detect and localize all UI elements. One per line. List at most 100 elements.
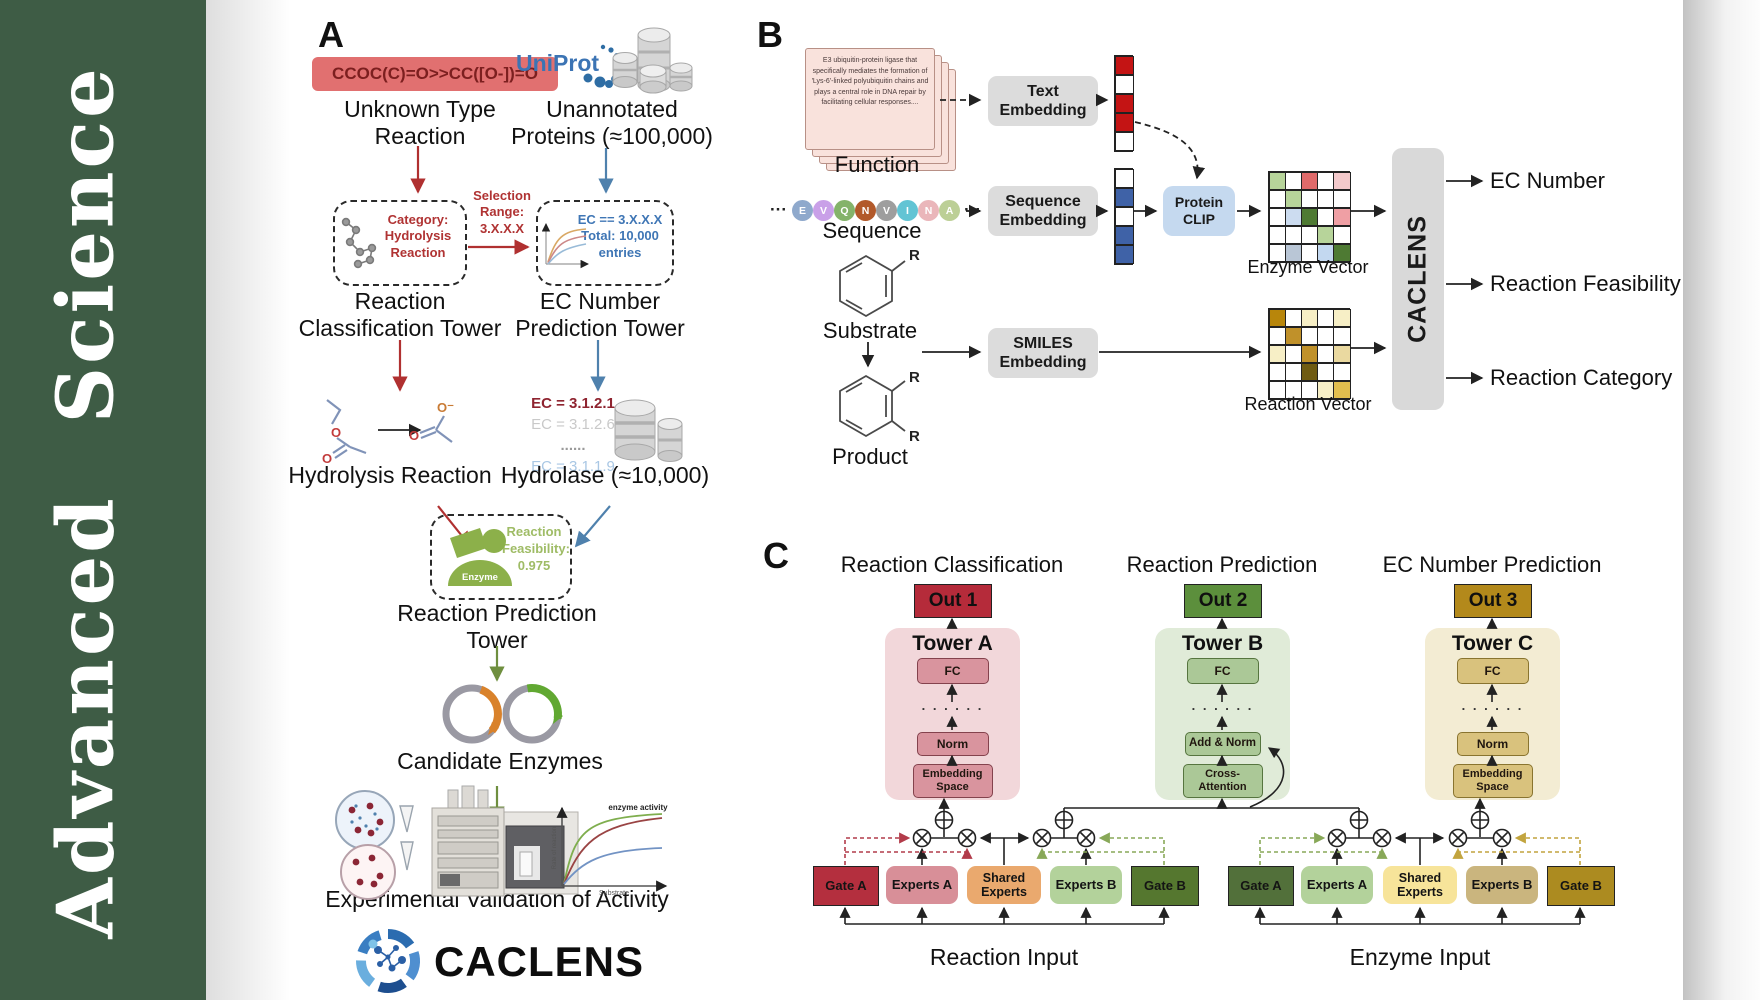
residue-circle: Q bbox=[834, 200, 855, 221]
grid-cell bbox=[1333, 208, 1351, 226]
moe-right-gate-b: Gate B bbox=[1547, 866, 1615, 906]
sequence-label: Sequence bbox=[822, 218, 922, 243]
tower-c-embedding-space: Embedding Space bbox=[1452, 764, 1533, 798]
grid-cell bbox=[1115, 169, 1134, 188]
hydrolysis-reaction-label: Hydrolysis Reaction bbox=[288, 462, 492, 488]
smiles-text: CCOC(C)=O>>CC([O-])=O bbox=[332, 64, 538, 83]
grid-cell bbox=[1333, 190, 1351, 208]
product-label: Product bbox=[832, 444, 908, 469]
residue-circle: N bbox=[918, 200, 939, 221]
reaction-classification-tower-label: Reaction Classification Tower bbox=[298, 288, 502, 342]
times-nodes bbox=[912, 828, 1512, 848]
reaction-input-label: Reaction Input bbox=[929, 944, 1079, 970]
tower-b-cross-attention: Cross- Attention bbox=[1182, 764, 1263, 798]
grid-cell bbox=[1115, 94, 1134, 113]
residue-circle: E bbox=[792, 200, 813, 221]
grid-cell bbox=[1333, 244, 1351, 262]
panel-b-arrows bbox=[861, 93, 1484, 385]
out2-box: Out 2 bbox=[1184, 584, 1262, 618]
reaction-vector-label: Reaction Vector bbox=[1244, 394, 1372, 414]
grid-cell bbox=[1333, 172, 1351, 190]
moe-right-experts-b: Experts B bbox=[1466, 866, 1538, 904]
hydrolase-label: Hydrolase (≈10,000) bbox=[500, 462, 710, 488]
tower-c: Tower C FC . . . . . . Norm Embedding Sp… bbox=[1425, 628, 1560, 800]
enzyme-vector-label: Enzyme Vector bbox=[1247, 257, 1369, 277]
list-item: EC = 3.1.1.9 bbox=[531, 458, 615, 475]
category-text: Category: Hydrolysis Reaction bbox=[384, 212, 452, 260]
moe-operator-nodes bbox=[912, 810, 1512, 848]
candidate-enzymes-label: Candidate Enzymes bbox=[397, 748, 603, 774]
smiles-embedding-box: SMILES Embedding bbox=[988, 328, 1098, 378]
sequence-ellipsis-left: ··· bbox=[770, 200, 787, 219]
tower-a-dots: . . . . . . bbox=[921, 698, 984, 713]
moe-right-gate-a: Gate A bbox=[1228, 866, 1294, 906]
candidate-plasmids-icon bbox=[442, 684, 563, 744]
tower-a: Tower A FC . . . . . . Norm Embedding Sp… bbox=[885, 628, 1020, 800]
tower-a-fc: FC bbox=[916, 658, 989, 684]
out1-box: Out 1 bbox=[914, 584, 992, 618]
o-atom-1: O bbox=[331, 425, 341, 440]
sequence-ellipsis-right: ··· bbox=[964, 200, 981, 219]
caclens-wordmark: CACLENS bbox=[434, 938, 645, 985]
journal-title: Advanced Science bbox=[40, 65, 132, 939]
enzyme-vector-matrix bbox=[1268, 171, 1351, 263]
tower-b-fc: FC bbox=[1186, 658, 1259, 684]
sequence-embedding-box: Sequence Embedding bbox=[988, 186, 1098, 236]
text-embedding-box: Text Embedding bbox=[988, 76, 1098, 126]
function-card-text: E3 ubiquitin-protein ligase that specifi… bbox=[811, 57, 929, 106]
list-item: EC = 3.1.2.6 bbox=[531, 416, 615, 433]
grid-cell bbox=[1115, 245, 1134, 264]
moe-left-gate-b: Gate B bbox=[1131, 866, 1199, 906]
tower-b-add-norm: Add & Norm bbox=[1184, 732, 1261, 756]
residue-circle: V bbox=[813, 200, 834, 221]
caclens-model-box: CACLENS bbox=[1392, 148, 1444, 410]
tower-b: Tower B FC . . . . . . Add & Norm Cross-… bbox=[1155, 628, 1290, 800]
output-reaction-category: Reaction Category bbox=[1490, 365, 1673, 390]
feasibility-dashed-box bbox=[430, 514, 572, 600]
panel-c-label: C bbox=[763, 535, 789, 576]
substrate-label: Substrate bbox=[822, 318, 918, 343]
tower-b-dots: . . . . . . bbox=[1191, 698, 1254, 713]
tower-c-norm: Norm bbox=[1456, 732, 1529, 756]
grid-cell bbox=[1115, 113, 1134, 132]
uniprot-logo-text: UniProt bbox=[516, 50, 600, 76]
moe-left-shared-experts: Shared Experts bbox=[967, 866, 1041, 904]
grid-cell bbox=[1115, 207, 1134, 226]
grid-cell bbox=[1333, 345, 1351, 363]
activity-plot-icon: enzyme activity Rate of reaction Substra… bbox=[552, 803, 668, 897]
list-item: EC = 3.1.2.1 bbox=[531, 395, 615, 412]
residue-circle: N bbox=[855, 200, 876, 221]
left-shadow-gradient bbox=[206, 0, 290, 1000]
residue-circle: I bbox=[897, 200, 918, 221]
tower-c-fc: FC bbox=[1456, 658, 1529, 684]
ec-number-prediction-tower-label: EC Number Prediction Tower bbox=[515, 288, 685, 342]
hplc-instrument-icon bbox=[431, 785, 579, 897]
ec-result-list: EC = 3.1.2.1 EC = 3.1.2.6...... EC = 3.1.1… bbox=[518, 393, 628, 477]
ec-box-text: EC == 3.X.X.X Total: 10,000 entries bbox=[577, 212, 663, 260]
output-ec-number: EC Number bbox=[1490, 168, 1605, 193]
tower-a-embedding-space: Embedding Space bbox=[912, 764, 993, 798]
grid-cell bbox=[1115, 56, 1134, 75]
moe-left-gate-a: Gate A bbox=[813, 866, 879, 906]
section-ec-number-prediction: EC Number Prediction bbox=[1382, 552, 1602, 577]
moe-right-shared-experts: Shared Experts bbox=[1383, 866, 1457, 904]
grid-cell bbox=[1115, 132, 1134, 151]
grid-cell bbox=[1115, 226, 1134, 245]
gate-dashed-routes bbox=[844, 832, 1581, 865]
function-card: E3 ubiquitin-protein ligase that specifi… bbox=[805, 48, 935, 150]
protein-clip-box: Protein CLIP bbox=[1163, 186, 1235, 236]
tower-b-title: Tower B bbox=[1181, 632, 1264, 655]
reaction-prediction-tower-label: Reaction Prediction Tower bbox=[397, 600, 597, 654]
grid-cell bbox=[1333, 309, 1351, 327]
grid-cell bbox=[1333, 226, 1351, 244]
residue-circle: A bbox=[939, 200, 960, 221]
molecule-atom-labels: O O O O⁻ bbox=[322, 400, 454, 466]
panel-a-label: A bbox=[318, 14, 344, 55]
journal-sidebar: Advanced Science bbox=[0, 0, 206, 1000]
product-r-label-2: R bbox=[909, 428, 920, 445]
out3-box: Out 3 bbox=[1454, 584, 1532, 618]
plot-annotation: enzyme activity bbox=[608, 803, 668, 812]
o-atom-3: O bbox=[409, 428, 419, 443]
o-minus-atom: O⁻ bbox=[437, 400, 454, 415]
